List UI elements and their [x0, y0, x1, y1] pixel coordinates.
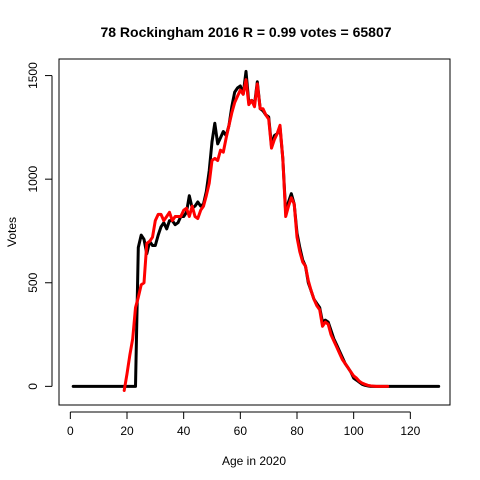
x-tick-label-1: 20: [120, 424, 134, 438]
x-axis-label: Age in 2020: [222, 454, 286, 468]
plot-frame: [58, 58, 451, 406]
y-axis-label: Votes: [5, 217, 19, 247]
y-tick-label-1: 500: [26, 272, 40, 292]
x-tick-label-2: 40: [177, 424, 191, 438]
x-tick-label-0: 0: [67, 424, 74, 438]
y-tick-label-2: 1000: [26, 165, 40, 192]
series-layer: [71, 69, 441, 392]
y-axis: 0 500 1000 1500: [26, 62, 53, 390]
chart-title: 78 Rockingham 2016 R = 0.99 votes = 6580…: [100, 24, 391, 40]
y-tick-label-0: 0: [26, 383, 40, 390]
plot-area: [58, 58, 451, 406]
y-tick-label-3: 1500: [26, 62, 40, 89]
x-axis: 0 20 40 60 80 100 120: [67, 411, 421, 438]
x-tick-label-3: 60: [234, 424, 248, 438]
x-tick-label-5: 100: [344, 424, 364, 438]
series-line-1: [122, 78, 390, 392]
series-line-0: [71, 69, 441, 388]
x-tick-label-6: 120: [400, 424, 420, 438]
x-tick-label-4: 80: [290, 424, 304, 438]
